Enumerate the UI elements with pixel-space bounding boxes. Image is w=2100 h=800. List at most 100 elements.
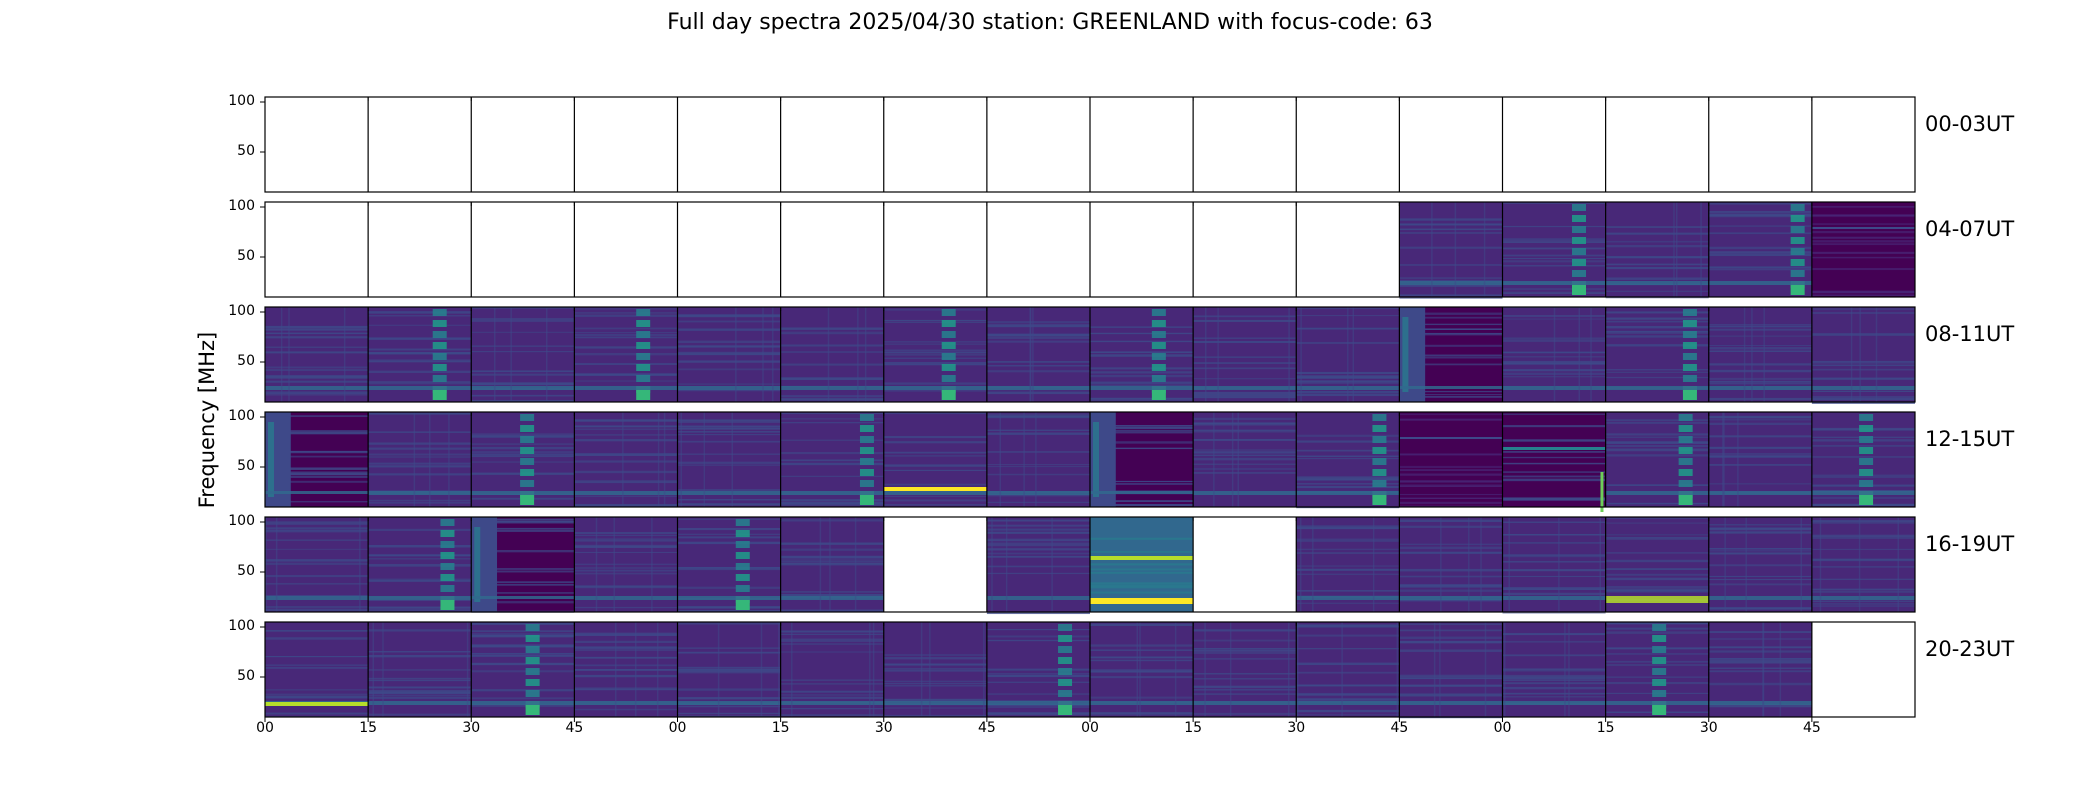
spectra-panel-0-3 [574, 97, 678, 192]
spectra-panel-3-10 [1296, 412, 1400, 509]
spectra-panel-2-8 [1090, 307, 1194, 402]
x-tick-label: 30 [1699, 720, 1718, 736]
row-label: 12-15UT [1925, 427, 2015, 451]
spectra-panel-3-6 [883, 412, 987, 507]
spectra-panel-4-4 [677, 517, 781, 613]
row-label: 04-07UT [1925, 217, 2015, 241]
spectra-panel-2-0 [265, 307, 369, 402]
spectra-panel-1-12 [1502, 202, 1606, 297]
y-tick-label: 50 [237, 248, 255, 264]
spectra-panel-3-12 [1502, 412, 1606, 512]
spectra-panel-3-2 [471, 412, 575, 507]
spectra-panel-5-0 [265, 622, 369, 717]
x-tick-label: 00 [1081, 720, 1099, 736]
x-tick-label: 30 [1287, 720, 1306, 736]
x-tick-label: 45 [977, 720, 996, 736]
spectra-panel-1-2 [471, 202, 575, 297]
spectra-panel-5-15 [1811, 622, 1915, 717]
spectra-panel-0-12 [1502, 97, 1606, 192]
x-tick-label: 30 [874, 720, 893, 736]
y-tick-label: 100 [228, 198, 255, 214]
spectra-panel-4-1 [368, 517, 472, 612]
spectra-panel-4-12 [1502, 517, 1606, 614]
x-tick-label: 45 [1390, 720, 1409, 736]
spectra-panel-4-8 [1090, 517, 1194, 613]
spectra-panel-2-10 [1296, 307, 1400, 402]
spectra-panel-3-4 [677, 412, 781, 507]
spectra-panel-4-3 [574, 517, 678, 612]
spectra-panel-1-10 [1296, 202, 1400, 297]
spectra-panel-5-7 [986, 622, 1090, 717]
x-tick-label: 00 [1493, 720, 1512, 736]
x-tick-label: 45 [565, 720, 584, 736]
spectra-panel-1-6 [883, 202, 987, 297]
spectra-panel-3-11 [1399, 412, 1503, 508]
spectra-panel-0-2 [471, 97, 575, 192]
x-tick-label: 15 [1596, 720, 1615, 736]
spectra-panel-0-8 [1090, 97, 1194, 192]
spectra-panel-4-6 [883, 517, 987, 612]
spectra-panel-3-7 [986, 412, 1090, 507]
spectra-panel-3-13 [1605, 412, 1709, 507]
spectra-panel-1-5 [780, 202, 884, 297]
spectra-panel-2-13 [1605, 307, 1709, 402]
spectra-panel-2-1 [368, 307, 472, 402]
x-tick-label: 30 [462, 720, 481, 736]
spectra-panel-4-11 [1399, 517, 1503, 612]
spectra-panel-0-11 [1399, 97, 1503, 192]
spectra-panel-5-4 [677, 622, 781, 718]
spectra-panel-2-9 [1193, 307, 1297, 402]
spectra-panel-1-13 [1605, 202, 1709, 299]
spectra-panel-1-8 [1090, 202, 1194, 297]
y-tick-label: 100 [228, 408, 255, 424]
spectra-panel-1-11 [1399, 202, 1503, 299]
spectra-panel-2-15 [1811, 307, 1915, 404]
row-label: 20-23UT [1925, 637, 2015, 661]
spectra-panel-5-3 [574, 622, 678, 717]
spectra-panel-3-9 [1193, 412, 1297, 507]
spectra-panel-1-4 [677, 202, 781, 297]
spectra-panel-5-1 [368, 622, 472, 717]
spectra-panel-5-13 [1605, 622, 1709, 717]
spectra-panel-5-8 [1090, 622, 1194, 717]
y-tick-label: 50 [237, 668, 255, 684]
spectra-panel-3-0 [265, 412, 369, 507]
spectra-panel-0-4 [677, 97, 781, 192]
row-label: 08-11UT [1925, 322, 2015, 346]
spectra-panel-3-3 [574, 412, 678, 507]
spectra-panel-2-3 [574, 307, 678, 402]
spectra-panel-4-9 [1193, 517, 1297, 612]
spectra-panel-2-5 [780, 307, 884, 402]
x-tick-label: 00 [256, 720, 274, 736]
spectra-panel-5-10 [1296, 622, 1400, 717]
spectra-panel-4-13 [1605, 517, 1709, 612]
spectra-panel-0-7 [986, 97, 1090, 192]
spectra-panel-1-14 [1708, 202, 1812, 297]
y-tick-label: 50 [237, 143, 255, 159]
row-label: 00-03UT [1925, 112, 2015, 136]
y-tick-label: 100 [228, 513, 255, 529]
spectra-panel-5-2 [471, 622, 575, 717]
y-tick-label: 50 [237, 353, 255, 369]
spectra-panel-1-0 [265, 202, 369, 297]
spectra-panel-2-11 [1399, 307, 1503, 402]
spectra-panel-2-14 [1708, 307, 1812, 402]
spectra-panel-0-13 [1605, 97, 1709, 192]
spectra-panel-0-6 [883, 97, 987, 192]
y-tick-label: 50 [237, 563, 255, 579]
spectra-panel-4-7 [986, 517, 1090, 615]
y-tick-label: 50 [237, 458, 255, 474]
spectra-panel-2-7 [986, 307, 1090, 402]
y-tick-label: 100 [228, 303, 255, 319]
spectra-panel-0-5 [780, 97, 884, 192]
x-tick-label: 45 [1802, 720, 1821, 736]
spectra-panel-0-10 [1296, 97, 1400, 192]
spectra-panel-4-15 [1811, 517, 1915, 612]
spectra-panel-4-2 [471, 517, 575, 613]
spectra-panel-5-11 [1399, 622, 1503, 719]
spectra-panel-1-9 [1193, 202, 1297, 297]
spectra-panel-5-5 [780, 622, 884, 717]
spectra-panel-2-12 [1502, 307, 1606, 402]
row-label: 16-19UT [1925, 532, 2015, 556]
